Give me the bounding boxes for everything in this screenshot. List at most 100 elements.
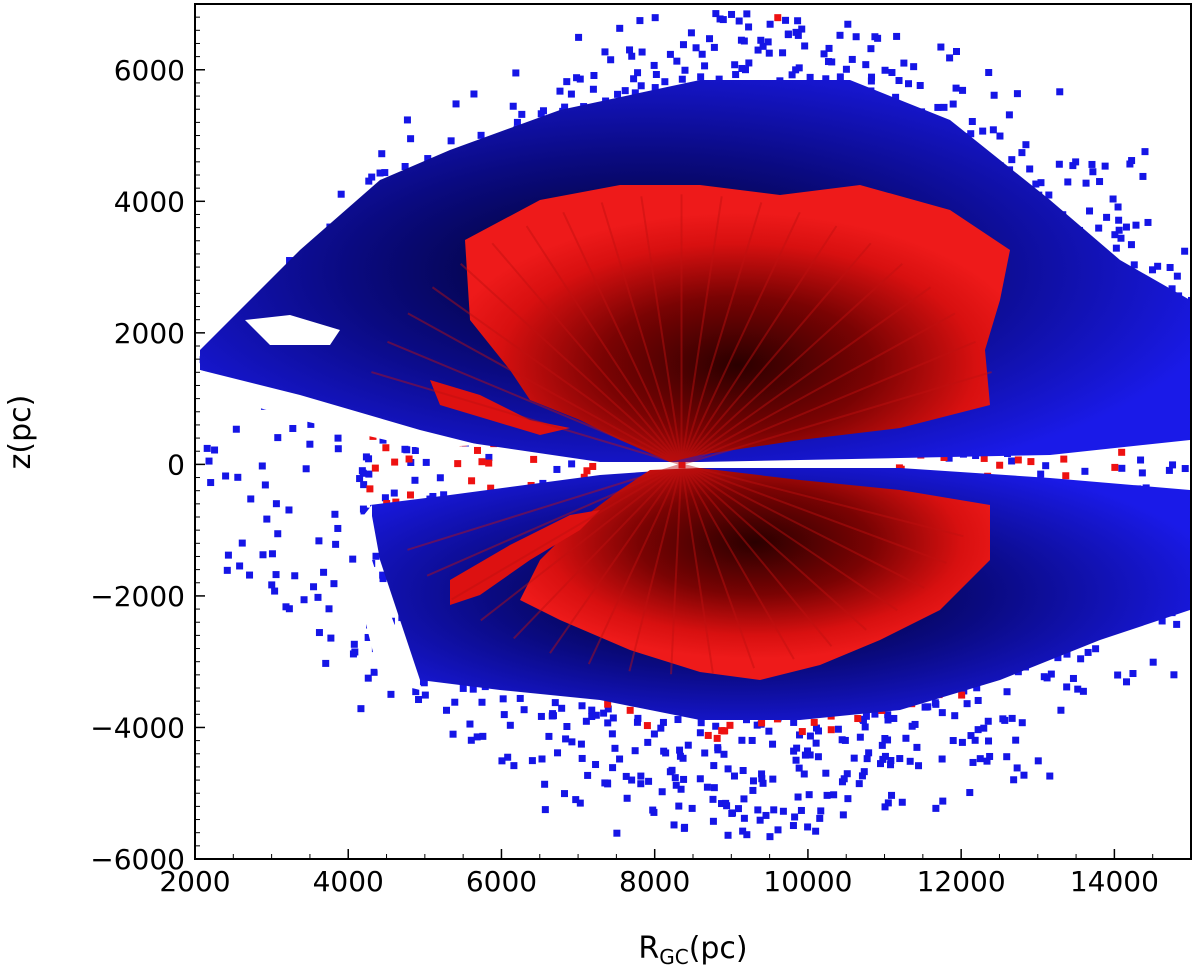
data-point <box>247 495 255 503</box>
streak <box>680 463 833 647</box>
data-point <box>834 725 842 733</box>
x-tick-label: 12000 <box>917 865 1006 898</box>
data-point <box>715 75 723 83</box>
data-point <box>1173 620 1181 628</box>
data-point <box>844 20 852 28</box>
x-tick-label: 8000 <box>619 865 690 898</box>
streak <box>680 464 756 669</box>
data-point <box>728 10 736 18</box>
data-point <box>1054 654 1062 662</box>
data-point <box>289 424 297 432</box>
data-point <box>636 17 644 25</box>
data-point <box>1092 645 1100 653</box>
data-point <box>673 57 681 65</box>
data-point <box>556 87 564 95</box>
data-point <box>766 833 774 841</box>
y-axis: −6000 −4000 −2000 0 2000 4000 6000 <box>90 3 205 876</box>
data-point <box>554 749 562 757</box>
streak <box>680 286 932 466</box>
data-point <box>734 805 742 813</box>
data-point <box>822 75 830 83</box>
data-point <box>553 465 561 473</box>
streak <box>681 340 976 466</box>
data-point <box>310 583 318 591</box>
data-point <box>626 706 634 714</box>
data-point <box>709 795 717 803</box>
data-point <box>623 794 631 802</box>
data-point <box>840 775 848 783</box>
x-tick-label: 2000 <box>159 865 230 898</box>
streak <box>371 371 682 466</box>
streak <box>680 463 795 660</box>
data-point <box>575 33 583 41</box>
data-point <box>652 70 660 78</box>
data-point <box>372 552 380 560</box>
data-point <box>415 696 423 704</box>
data-point <box>794 793 802 801</box>
data-point <box>946 54 954 62</box>
data-point <box>898 798 906 806</box>
data-point <box>1026 165 1034 173</box>
data-point <box>601 48 609 56</box>
data-point <box>730 772 738 780</box>
data-point <box>1005 111 1013 119</box>
data-point <box>1181 465 1189 473</box>
upper-red-density-region <box>465 185 1010 462</box>
data-point <box>758 770 766 778</box>
data-point <box>1118 464 1126 472</box>
data-point <box>440 491 448 499</box>
data-point <box>969 758 977 766</box>
streak <box>407 463 682 551</box>
data-point <box>859 716 867 724</box>
y-tick-label: 6000 <box>114 54 185 87</box>
data-point <box>1169 461 1177 469</box>
data-point <box>798 728 806 736</box>
data-point <box>782 16 790 24</box>
data-point <box>984 717 992 725</box>
data-point <box>958 691 966 699</box>
data-point <box>473 733 481 741</box>
data-point <box>246 571 254 579</box>
data-point <box>538 755 546 763</box>
data-point <box>816 814 824 822</box>
streak <box>680 196 723 465</box>
data-point <box>454 460 462 468</box>
data-point <box>749 777 757 785</box>
data-point <box>743 10 751 18</box>
streak <box>600 202 683 465</box>
data-point <box>1088 160 1096 168</box>
data-point <box>710 784 718 792</box>
data-point <box>360 481 368 489</box>
data-point <box>1168 285 1176 293</box>
data-point <box>530 455 538 463</box>
data-point <box>234 473 242 481</box>
data-point <box>302 465 310 473</box>
data-point <box>985 737 993 745</box>
data-point <box>739 767 747 775</box>
data-point <box>724 831 732 839</box>
data-point <box>1127 241 1135 249</box>
data-point <box>1032 180 1040 188</box>
data-point <box>680 775 688 783</box>
data-point <box>728 809 736 817</box>
data-point <box>745 59 753 67</box>
data-point <box>1115 226 1123 234</box>
data-point <box>1089 168 1097 176</box>
data-point <box>855 780 863 788</box>
streak <box>681 463 947 564</box>
data-point <box>741 66 749 74</box>
data-point <box>626 46 634 54</box>
data-point <box>797 806 805 814</box>
data-point <box>839 811 847 819</box>
data-point <box>551 699 559 707</box>
data-point <box>562 735 570 743</box>
data-point <box>401 162 409 170</box>
data-point <box>315 629 323 637</box>
upper-blue-gap <box>245 315 340 345</box>
data-point <box>881 803 889 811</box>
data-point <box>334 445 342 453</box>
data-point <box>762 811 770 819</box>
data-point <box>578 702 586 710</box>
data-point <box>358 467 366 475</box>
data-point <box>714 744 722 752</box>
